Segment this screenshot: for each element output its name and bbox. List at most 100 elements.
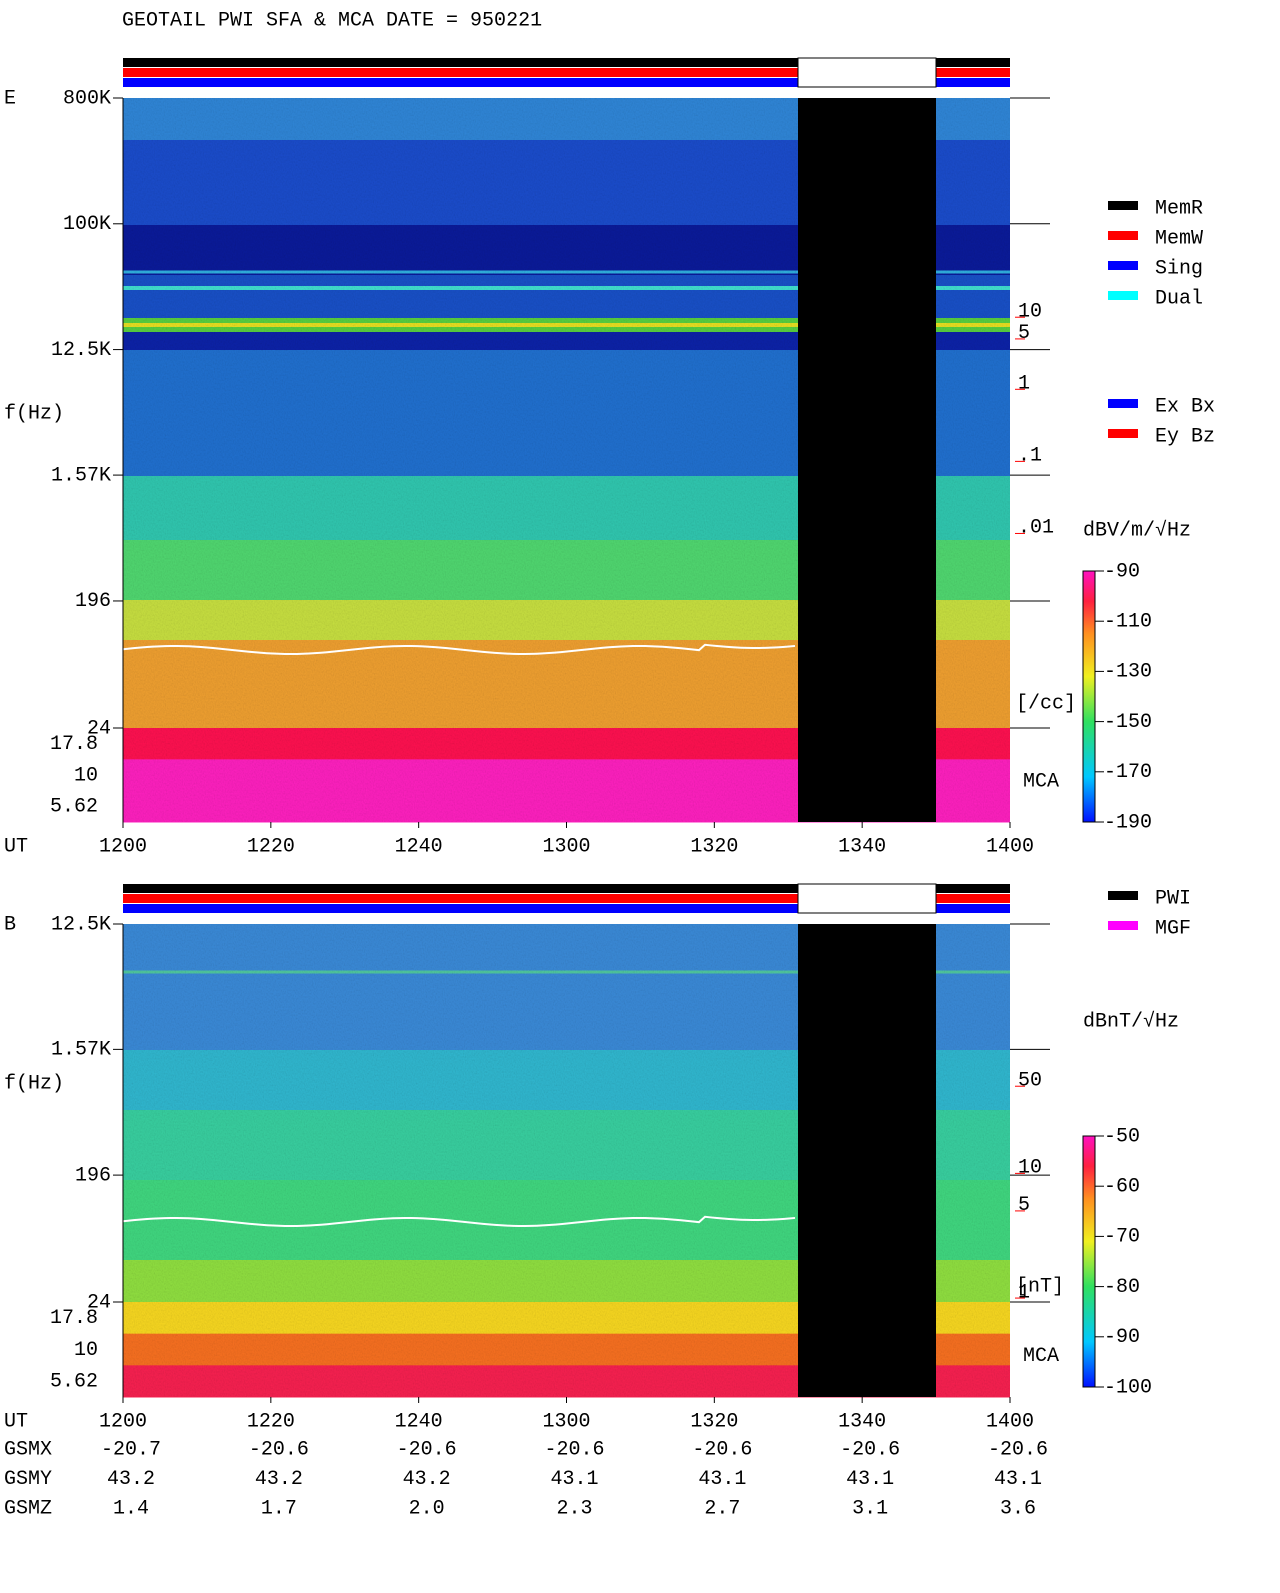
mode-bar	[123, 904, 798, 913]
orbit-value: -20.6	[840, 1438, 900, 1461]
y2-tick-label: 5	[1018, 322, 1030, 345]
orbit-value: 2.7	[704, 1497, 740, 1520]
orbit-row-label: GSMZ	[4, 1497, 52, 1520]
colorbar-tick-label: -150	[1104, 711, 1152, 734]
x-tick-label: 1340	[838, 835, 886, 858]
colorbar-tick-label: -70	[1104, 1226, 1140, 1249]
mode-bar	[936, 904, 1010, 913]
mode-bar	[936, 68, 1010, 77]
y-tick-label: 100K	[63, 213, 111, 236]
plasma-line	[122, 1215, 796, 1227]
data-gap	[798, 98, 936, 822]
orbit-value: 43.1	[846, 1468, 894, 1491]
colorbar-label: dBnT/√Hz	[1083, 1009, 1179, 1033]
mca-label: MCA	[1023, 770, 1059, 793]
y-tick-label: 800K	[63, 87, 111, 110]
orbit-value: -20.6	[544, 1438, 604, 1461]
plasma-line	[122, 643, 796, 655]
x-tick-label: 1320	[690, 835, 738, 858]
mode-bar	[936, 884, 1010, 893]
mca-tick-label: 17.8	[50, 733, 98, 756]
x-tick-label: 1240	[395, 835, 443, 858]
y2-tick-label: 10	[1018, 1157, 1042, 1180]
orbit-value: 43.1	[698, 1468, 746, 1491]
x-tick-label: 1300	[542, 1410, 590, 1433]
legend-swatch	[1108, 921, 1138, 930]
orbit-value: 43.2	[403, 1468, 451, 1491]
legend-swatch	[1108, 399, 1138, 408]
colorbar-tick-label: -60	[1104, 1175, 1140, 1198]
orbit-value: 2.3	[556, 1497, 592, 1520]
orbit-value: 43.1	[994, 1468, 1042, 1491]
orbit-value: 2.0	[409, 1497, 445, 1520]
y2-axis-label: [nT]	[1016, 1275, 1064, 1298]
colorbar	[1082, 1135, 1096, 1388]
legend-label: Ex Bx	[1155, 395, 1215, 418]
x-tick-label: 1220	[247, 835, 295, 858]
y-tick-label: 1.57K	[51, 1039, 111, 1062]
colorbar-label: dBV/m/√Hz	[1083, 518, 1191, 542]
mca-tick-label: 10	[74, 764, 98, 787]
orbit-value: 3.1	[852, 1497, 888, 1520]
mca-label: MCA	[1023, 1345, 1059, 1368]
x-tick-label: 1220	[247, 1410, 295, 1433]
mca-tick-label: 17.8	[50, 1307, 98, 1330]
legend-label: Ey Bz	[1155, 425, 1215, 448]
mode-bar	[123, 78, 798, 87]
colorbar-tick-label: -170	[1104, 761, 1152, 784]
legend-label: MemW	[1155, 227, 1203, 250]
mca-tick-label: 5.62	[50, 796, 98, 819]
colorbar-tick-label: -100	[1104, 1376, 1152, 1399]
legend-label: MGF	[1155, 917, 1191, 940]
mode-bar	[936, 58, 1010, 67]
colorbar-tick-label: -90	[1104, 560, 1140, 583]
legend-label: Dual	[1155, 287, 1203, 310]
y-tick-label: 12.5K	[51, 339, 111, 362]
mode-bar	[123, 884, 798, 893]
y-tick-label: 24	[87, 717, 111, 740]
title: GEOTAIL PWI SFA & MCA DATE = 950221	[122, 9, 542, 32]
x-axis-label: UT	[4, 835, 28, 858]
y2-tick-label: 10	[1018, 301, 1042, 324]
orbit-value: 43.2	[255, 1468, 303, 1491]
y2-tick-label: 5	[1018, 1194, 1030, 1217]
panel-label: E	[4, 87, 16, 110]
legend-swatch	[1108, 261, 1138, 270]
orbit-value: -20.6	[692, 1438, 752, 1461]
x-tick-label: 1300	[542, 835, 590, 858]
x-axis-label: UT	[4, 1410, 28, 1433]
mode-bar	[123, 68, 798, 77]
legend-swatch	[1108, 291, 1138, 300]
colorbar-tick-label: -80	[1104, 1276, 1140, 1299]
legend-label: MemR	[1155, 197, 1203, 220]
mode-bar	[936, 78, 1010, 87]
orbit-value: -20.7	[101, 1438, 161, 1461]
y-tick-label: 196	[75, 1164, 111, 1187]
y2-tick-label: 1	[1018, 373, 1030, 396]
panel-label: B	[4, 913, 16, 936]
legend-label: PWI	[1155, 887, 1191, 910]
orbit-row-label: GSMX	[4, 1438, 52, 1461]
y-tick-label: 12.5K	[51, 913, 111, 936]
mca-tick-label: 10	[74, 1339, 98, 1362]
x-tick-label: 1340	[838, 1410, 886, 1433]
y2-tick-label: 50	[1018, 1070, 1042, 1093]
orbit-value: 1.7	[261, 1497, 297, 1520]
y-tick-label: 1.57K	[51, 464, 111, 487]
x-tick-label: 1400	[986, 1410, 1034, 1433]
x-tick-label: 1400	[986, 835, 1034, 858]
mode-bar	[123, 58, 798, 67]
orbit-row-label: GSMY	[4, 1468, 52, 1491]
legend-swatch	[1108, 231, 1138, 240]
colorbar-tick-label: -110	[1104, 610, 1152, 633]
colorbar-tick-label: -130	[1104, 661, 1152, 684]
data-gap	[798, 924, 936, 1397]
orbit-value: 43.2	[107, 1468, 155, 1491]
y-tick-label: 24	[87, 1291, 111, 1314]
x-tick-label: 1200	[99, 835, 147, 858]
orbit-value: -20.6	[988, 1438, 1048, 1461]
mca-tick-label: 5.62	[50, 1370, 98, 1393]
orbit-value: -20.6	[397, 1438, 457, 1461]
legend-swatch	[1108, 201, 1138, 210]
